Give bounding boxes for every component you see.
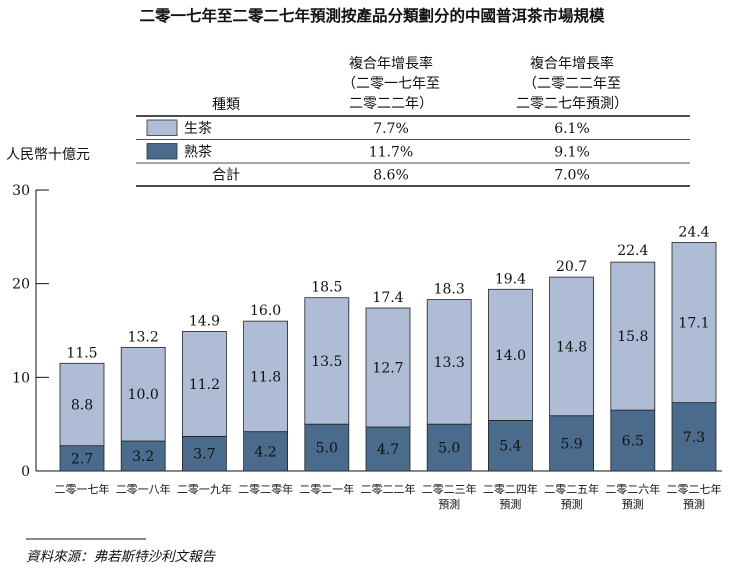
bar-value-label: 4.2 [254, 444, 276, 460]
legend-label: 合計 [212, 168, 240, 184]
x-tick-label: 二零二三年 [422, 482, 477, 496]
cagr1-header-line: 複合年增長率 [349, 55, 433, 72]
bar-value-label: 5.9 [560, 436, 582, 452]
x-tick-label: 二零二二年 [361, 482, 416, 496]
legend-swatch [146, 143, 178, 160]
bar-value-label: 11.8 [250, 369, 281, 385]
bar-value-label: 3.7 [193, 447, 215, 463]
x-tick-label: 二零一七年 [55, 482, 110, 496]
bar-value-label: 11.2 [189, 377, 220, 393]
bar-value-label: 15.8 [617, 329, 648, 345]
bar-value-label: 5.0 [316, 441, 338, 457]
bar-segment-ripe-tea [549, 415, 594, 472]
type-column-header: 種類 [212, 97, 240, 113]
bar-value-label: 7.3 [683, 430, 705, 446]
bar-value-label: 17.1 [678, 316, 709, 332]
bar-segment-ripe-tea [181, 435, 227, 472]
bar-value-label: 6.5 [622, 434, 644, 450]
y-tick-label: 10 [12, 370, 30, 386]
bar-segment-ripe-tea [304, 423, 350, 472]
x-tick-label: 二零二五年 [544, 482, 599, 496]
x-tick-label: 二零二七年 [667, 482, 722, 496]
bar-value-label: 4.7 [377, 442, 399, 458]
bar-total-label: 24.4 [678, 224, 709, 240]
bar-value-label: 5.0 [438, 441, 460, 457]
x-tick-label: 二零二零年 [238, 482, 293, 496]
y-tick-label: 20 [12, 277, 30, 293]
legend-label: 生茶 [184, 121, 212, 137]
bar-value-label: 5.4 [499, 439, 521, 455]
cagr2-value: 9.1% [554, 144, 590, 160]
x-tick-label: 二零二四年 [483, 482, 538, 496]
x-tick-label: 預測 [561, 497, 583, 511]
bar-total-label: 18.3 [434, 282, 465, 298]
cagr1-value: 8.6% [373, 168, 409, 184]
bar-segment-raw-tea [181, 331, 227, 437]
legend-swatch [146, 119, 178, 136]
bar-value-label: 3.2 [132, 449, 154, 465]
x-tick-label: 二零一八年 [116, 482, 171, 496]
x-tick-label: 預測 [622, 497, 644, 511]
cagr1-value: 11.7% [369, 144, 413, 160]
bar-total-label: 17.4 [372, 290, 403, 306]
bar-segment-ripe-tea [426, 423, 472, 472]
bar-segment-ripe-tea [243, 431, 289, 472]
cagr1-header-line: （二零一七年至 [342, 76, 440, 92]
bar-value-label: 14.0 [495, 348, 526, 364]
x-tick-label: 二零二六年 [605, 482, 660, 496]
bar-segment-raw-tea [243, 320, 289, 433]
bar-segment-raw-tea [365, 307, 411, 428]
bar-segment-raw-tea [59, 362, 105, 447]
bar-segment-raw-tea [487, 288, 533, 421]
cagr1-value: 7.7% [373, 121, 409, 137]
bar-segment-ripe-tea [365, 426, 411, 472]
y-axis-label: 人民幣十億元 [6, 147, 90, 163]
bar-total-label: 14.9 [189, 313, 220, 329]
bar-segment-raw-tea [610, 261, 656, 411]
bar-value-label: 10.0 [128, 387, 159, 403]
cagr2-value: 7.0% [554, 168, 590, 184]
bar-segment-ripe-tea [120, 440, 166, 472]
cagr2-header-line: 二零二七年預測） [516, 96, 628, 112]
y-tick-label: 0 [21, 464, 30, 480]
bar-value-label: 8.8 [71, 397, 93, 413]
cagr2-header-line: （二零二二年至 [523, 76, 621, 92]
bar-segment-raw-tea [671, 242, 717, 404]
x-tick-label: 預測 [438, 497, 460, 511]
bar-segment-raw-tea [549, 276, 594, 417]
bar-segment-raw-tea [426, 299, 472, 425]
bar-total-label: 11.5 [66, 345, 97, 361]
bar-value-label: 12.7 [372, 360, 403, 376]
bar-segment-raw-tea [120, 346, 166, 442]
chart-title: 二零一七年至二零二七年預測按產品分類劃分的中國普洱茶市場規模 [139, 6, 605, 25]
bar-total-label: 20.7 [556, 259, 587, 275]
x-tick-label: 預測 [499, 497, 521, 511]
bar-total-label: 19.4 [495, 271, 526, 287]
bar-value-label: 2.7 [71, 451, 93, 467]
bar-value-label: 13.3 [434, 355, 465, 371]
bar-total-label: 13.2 [128, 329, 159, 345]
bar-segment-raw-tea [304, 297, 350, 425]
x-tick-label: 預測 [683, 497, 705, 511]
bar-value-label: 14.8 [556, 339, 587, 355]
cagr2-value: 6.1% [554, 121, 590, 137]
source-note: 資料來源：弗若斯特沙利文報告 [26, 549, 216, 565]
x-tick-label: 二零二一年 [299, 482, 354, 496]
bar-total-label: 22.4 [617, 243, 648, 259]
bar-total-label: 16.0 [250, 303, 281, 319]
cagr2-header-line: 複合年增長率 [530, 55, 614, 72]
bar-value-label: 13.5 [311, 354, 342, 370]
cagr1-header-line: 二零二二年） [349, 96, 433, 112]
x-tick-label: 二零一九年 [177, 482, 232, 496]
legend-label: 熟茶 [184, 144, 212, 160]
y-tick-label: 30 [12, 183, 30, 199]
bar-total-label: 18.5 [311, 280, 342, 296]
